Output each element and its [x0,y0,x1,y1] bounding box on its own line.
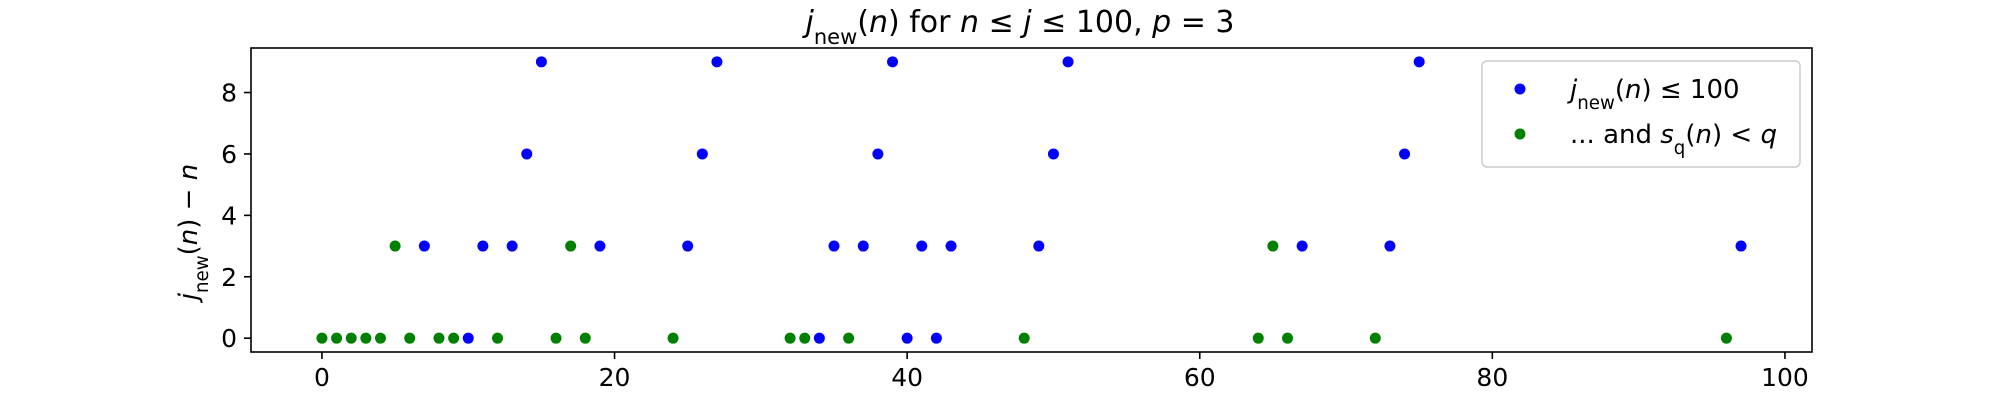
data-point [1033,240,1045,252]
data-point [1062,56,1074,68]
data-point [1413,56,1425,68]
x-tick-label: 0 [314,363,330,392]
data-point [828,240,840,252]
y-tick-label: 0 [221,324,237,353]
data-point [1018,332,1030,344]
x-tick-label: 80 [1476,363,1508,392]
data-point [360,332,372,344]
data-point [711,56,723,68]
x-tick-label: 100 [1761,363,1809,392]
data-point [1267,240,1279,252]
data-point [843,332,855,344]
data-point [1369,332,1381,344]
data-point [565,240,577,252]
data-point [872,148,884,160]
data-point [1047,148,1059,160]
data-point [667,332,679,344]
data-point [448,332,460,344]
legend-label: jnew(n) ≤ 100 [1567,75,1740,114]
data-point [477,240,489,252]
data-point [433,332,445,344]
data-point [1282,332,1294,344]
data-point [945,240,957,252]
y-tick-label: 2 [221,263,237,292]
plot-frame [250,47,1813,353]
data-point [316,332,328,344]
data-point [506,240,518,252]
data-point [1296,240,1308,252]
data-point [887,56,899,68]
data-point [418,240,430,252]
data-point [535,56,547,68]
data-point [1252,332,1264,344]
x-tick-label: 40 [891,363,923,392]
y-tick-label: 4 [221,201,237,230]
data-point [696,148,708,160]
data-point [857,240,869,252]
data-point [901,332,913,344]
data-point [389,240,401,252]
data-point [916,240,928,252]
series-1 [418,56,1747,344]
data-point [331,332,343,344]
legend-marker [1514,83,1526,95]
data-point [374,332,386,344]
legend-label: ... and sq(n) < q [1570,120,1777,159]
legend-marker [1514,128,1526,140]
data-point [1399,148,1411,160]
data-point [594,240,606,252]
legend-box [1481,60,1801,168]
data-point [1384,240,1396,252]
data-point [930,332,942,344]
data-point [550,332,562,344]
data-point [799,332,811,344]
series-2 [316,240,1732,344]
data-point [521,148,533,160]
data-point [579,332,591,344]
data-point [492,332,504,344]
data-point [784,332,796,344]
data-point [345,332,357,344]
chart-title: jnew(n) for n ≤ j ≤ 100, p = 3 [802,5,1235,49]
data-point [404,332,416,344]
y-axis-label: jnew(n) − n [174,164,213,303]
x-tick-label: 20 [599,363,631,392]
data-point [1735,240,1747,252]
data-point [682,240,694,252]
data-point [462,332,474,344]
plot-area: 0 20 40 60 80 100 0 2 4 6 8 [221,47,1813,392]
legend: jnew(n) ≤ 100 ... and sq(n) < q [1481,60,1801,168]
x-tick-label: 60 [1184,363,1216,392]
y-tick-label: 6 [221,140,237,169]
y-tick-label: 8 [221,79,237,108]
data-point [1720,332,1732,344]
data-point [813,332,825,344]
